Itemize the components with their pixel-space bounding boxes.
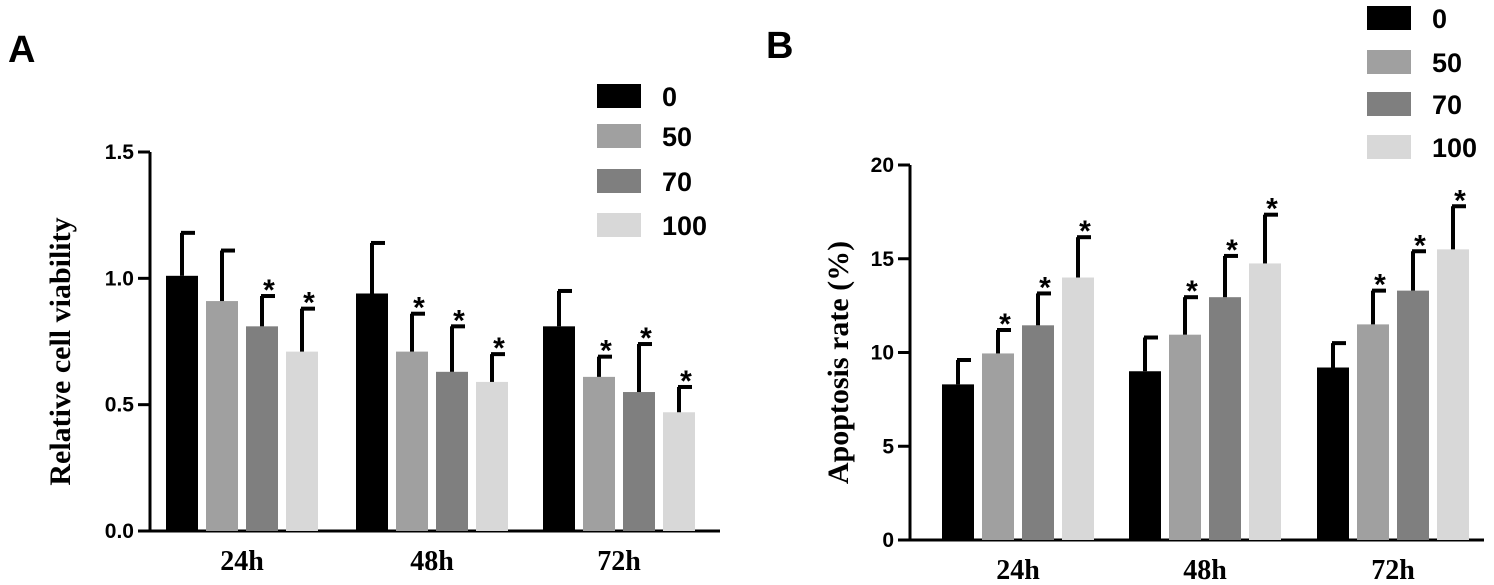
panel-b-letter: B — [766, 25, 793, 67]
panel-b-category-label: 72h — [1371, 555, 1415, 585]
panel-b-legend-label: 50 — [1432, 48, 1462, 78]
panel-a-bar — [206, 301, 238, 531]
panel-b-significance-star: * — [999, 308, 1011, 341]
panel-a-legend-swatch — [597, 84, 641, 108]
panel-b-bar — [1357, 324, 1389, 540]
panel-b-y-tick-label: 10 — [871, 342, 894, 365]
panel-b-bar — [1022, 325, 1054, 540]
panel-b-bar — [1129, 371, 1161, 540]
panel-a-significance-star: * — [640, 322, 652, 355]
panel-b-significance-star: * — [1186, 275, 1198, 308]
panel-b-bar — [1317, 367, 1349, 540]
panel-b-bar — [982, 353, 1014, 540]
panel-a-bar — [246, 326, 278, 531]
panel-b-significance-star: * — [1454, 184, 1466, 217]
panel-b-bar — [1209, 297, 1241, 540]
panel-a-letter: A — [8, 29, 35, 71]
panel-a-bar — [583, 376, 615, 531]
panel-b-y-axis-title: Apoptosis rate (%) — [822, 241, 855, 484]
panel-b-bar — [1169, 334, 1201, 540]
panel-a-bar — [286, 351, 318, 531]
panel-a-legend-label: 0 — [662, 82, 677, 112]
panel-b-bar — [942, 384, 974, 540]
panel-a-y-tick-label: 0.5 — [105, 394, 135, 417]
panel-b-chart: Apoptosis rate (%) 0 5 10 15 20 * * * * * * * * * 24h 48… — [822, 4, 1484, 585]
panel-b-category-label: 24h — [996, 555, 1040, 585]
panel-b-legend-label: 70 — [1432, 90, 1462, 120]
panel-a-bar — [166, 275, 198, 531]
panel-a-y-tick-label: 1.5 — [105, 141, 135, 164]
panel-a-legend-swatch — [597, 213, 641, 237]
panel-a-y-axis-title: Relative cell viability — [44, 217, 77, 485]
panel-a-y-tick-label: 1.0 — [105, 267, 134, 290]
panel-b-y-tick-label: 0 — [882, 529, 894, 552]
panel-a-bar — [436, 371, 468, 531]
panel-a-legend-swatch — [597, 124, 641, 148]
panel-a-category-label: 24h — [220, 546, 264, 577]
panel-a-legend-label: 70 — [662, 167, 692, 197]
panel-a-bar — [543, 326, 575, 531]
panel-b-legend-label: 0 — [1432, 4, 1447, 34]
panel-b-bar — [1249, 263, 1281, 540]
panel-b-legend-swatch — [1367, 92, 1411, 116]
panel-a-bar — [356, 293, 388, 531]
panel-a-category-label: 48h — [410, 546, 454, 577]
panel-a-bar — [663, 412, 695, 531]
panel-b-bar — [1437, 249, 1469, 540]
panel-b-bar — [1397, 290, 1429, 540]
panel-b-significance-star: * — [1266, 193, 1278, 226]
panel-b-significance-star: * — [1414, 229, 1426, 262]
panel-a-category-label: 72h — [597, 546, 641, 577]
panel-a-legend-swatch — [597, 169, 641, 193]
panel-b-significance-star: * — [1374, 269, 1386, 302]
panel-b-y-tick-label: 20 — [871, 154, 894, 177]
panel-a-significance-star: * — [263, 274, 275, 307]
panel-b-significance-star: * — [1039, 271, 1051, 304]
panel-b-y-tick-label: 5 — [882, 435, 894, 458]
panel-b-legend-swatch — [1367, 135, 1411, 159]
panel-b-legend-swatch — [1367, 6, 1411, 30]
panel-b-bar — [1062, 277, 1094, 540]
panel-b-significance-star: * — [1079, 215, 1091, 248]
panel-a-significance-star: * — [600, 335, 612, 368]
panel-a-significance-star: * — [493, 332, 505, 365]
panel-a-legend-label: 50 — [662, 122, 692, 152]
panel-a-bar — [396, 351, 428, 531]
panel-b-legend-swatch — [1367, 50, 1411, 74]
panel-b-significance-star: * — [1226, 234, 1238, 267]
panel-a-bar — [623, 392, 655, 531]
panel-a-legend-label: 100 — [662, 211, 707, 241]
panel-a-y-tick-label: 0.0 — [105, 520, 134, 543]
panel-b-legend-label: 100 — [1432, 133, 1477, 163]
panel-a-significance-star: * — [453, 304, 465, 337]
panel-a-chart: Relative cell viability 0.0 0.5 1.0 1.5 * * * * *… — [44, 82, 720, 577]
panel-b-category-label: 48h — [1183, 555, 1227, 585]
panel-a-significance-star: * — [413, 292, 425, 325]
panel-a-bar — [476, 381, 508, 531]
panel-a-significance-star: * — [680, 365, 692, 398]
panel-b-y-tick-label: 15 — [871, 248, 895, 271]
panel-a-significance-star: * — [303, 287, 315, 320]
